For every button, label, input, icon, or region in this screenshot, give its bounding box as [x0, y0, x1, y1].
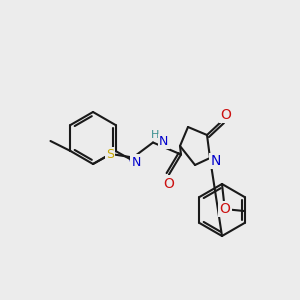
Text: H: H — [151, 130, 159, 140]
Text: N: N — [132, 155, 141, 169]
Text: O: O — [220, 108, 231, 122]
Text: O: O — [164, 176, 174, 190]
Text: O: O — [220, 202, 230, 216]
Text: S: S — [106, 148, 114, 161]
Text: N: N — [211, 154, 221, 168]
Text: N: N — [159, 135, 168, 148]
